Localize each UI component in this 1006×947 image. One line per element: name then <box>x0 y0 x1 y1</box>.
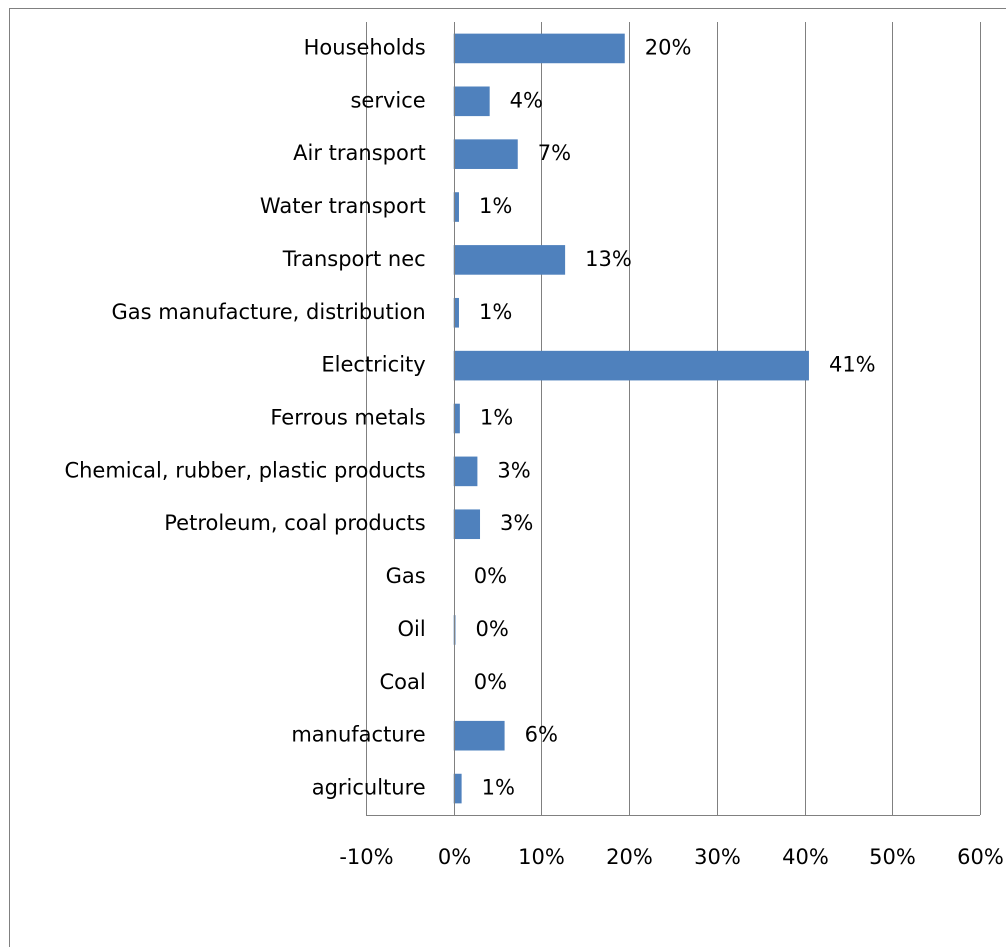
bar <box>453 456 478 487</box>
value-label: 4% <box>510 88 543 112</box>
value-label: 7% <box>538 141 571 165</box>
bar <box>453 86 490 117</box>
x-tick-label: 60% <box>957 845 1004 869</box>
y-tick-label: Oil <box>398 617 426 641</box>
y-tick-label: Electricity <box>321 353 425 377</box>
y-tick-label: Petroleum, coal products <box>164 511 425 535</box>
y-tick-label: Water transport <box>260 194 426 218</box>
y-tick-label: Households <box>304 35 426 59</box>
bar <box>453 350 809 381</box>
y-tick-label: Transport nec <box>282 247 426 271</box>
value-label: 13% <box>585 247 632 271</box>
y-tick-label: agriculture <box>312 776 426 800</box>
x-tick-label: 50% <box>869 845 916 869</box>
value-label: 41% <box>829 353 876 377</box>
bar <box>453 773 462 804</box>
x-tick-label: 20% <box>606 845 653 869</box>
x-tick-label: 30% <box>694 845 741 869</box>
value-label: 3% <box>497 458 530 482</box>
bar <box>453 403 460 434</box>
y-tick-label: Gas manufacture, distribution <box>112 300 426 324</box>
bar <box>453 33 625 64</box>
y-tick-label: Coal <box>379 670 425 694</box>
bar <box>453 139 518 169</box>
bar <box>453 192 459 222</box>
y-tick-label: Chemical, rubber, plastic products <box>64 458 425 482</box>
value-label: 0% <box>474 564 507 588</box>
x-tick-label: -10% <box>339 845 393 869</box>
value-label: 6% <box>525 723 558 747</box>
value-label: 3% <box>500 511 533 535</box>
bar <box>453 245 566 275</box>
value-label: 20% <box>645 35 692 59</box>
y-tick-label: Gas <box>386 564 426 588</box>
bar <box>453 720 505 751</box>
y-tick-label: service <box>350 88 425 112</box>
y-tick-label: Air transport <box>293 141 426 165</box>
bar <box>453 509 481 540</box>
value-label: 1% <box>480 406 513 430</box>
y-tick-label: Ferrous metals <box>270 406 425 430</box>
value-label: 0% <box>475 617 508 641</box>
x-tick-label: 10% <box>518 845 565 869</box>
value-label: 1% <box>482 776 515 800</box>
value-label: 1% <box>479 194 512 218</box>
value-label: 1% <box>479 300 512 324</box>
x-tick-label: 40% <box>782 845 829 869</box>
value-label: 0% <box>474 670 507 694</box>
bar <box>453 297 459 328</box>
y-tick-label: manufacture <box>291 723 425 747</box>
x-tick-label: 0% <box>438 845 471 869</box>
